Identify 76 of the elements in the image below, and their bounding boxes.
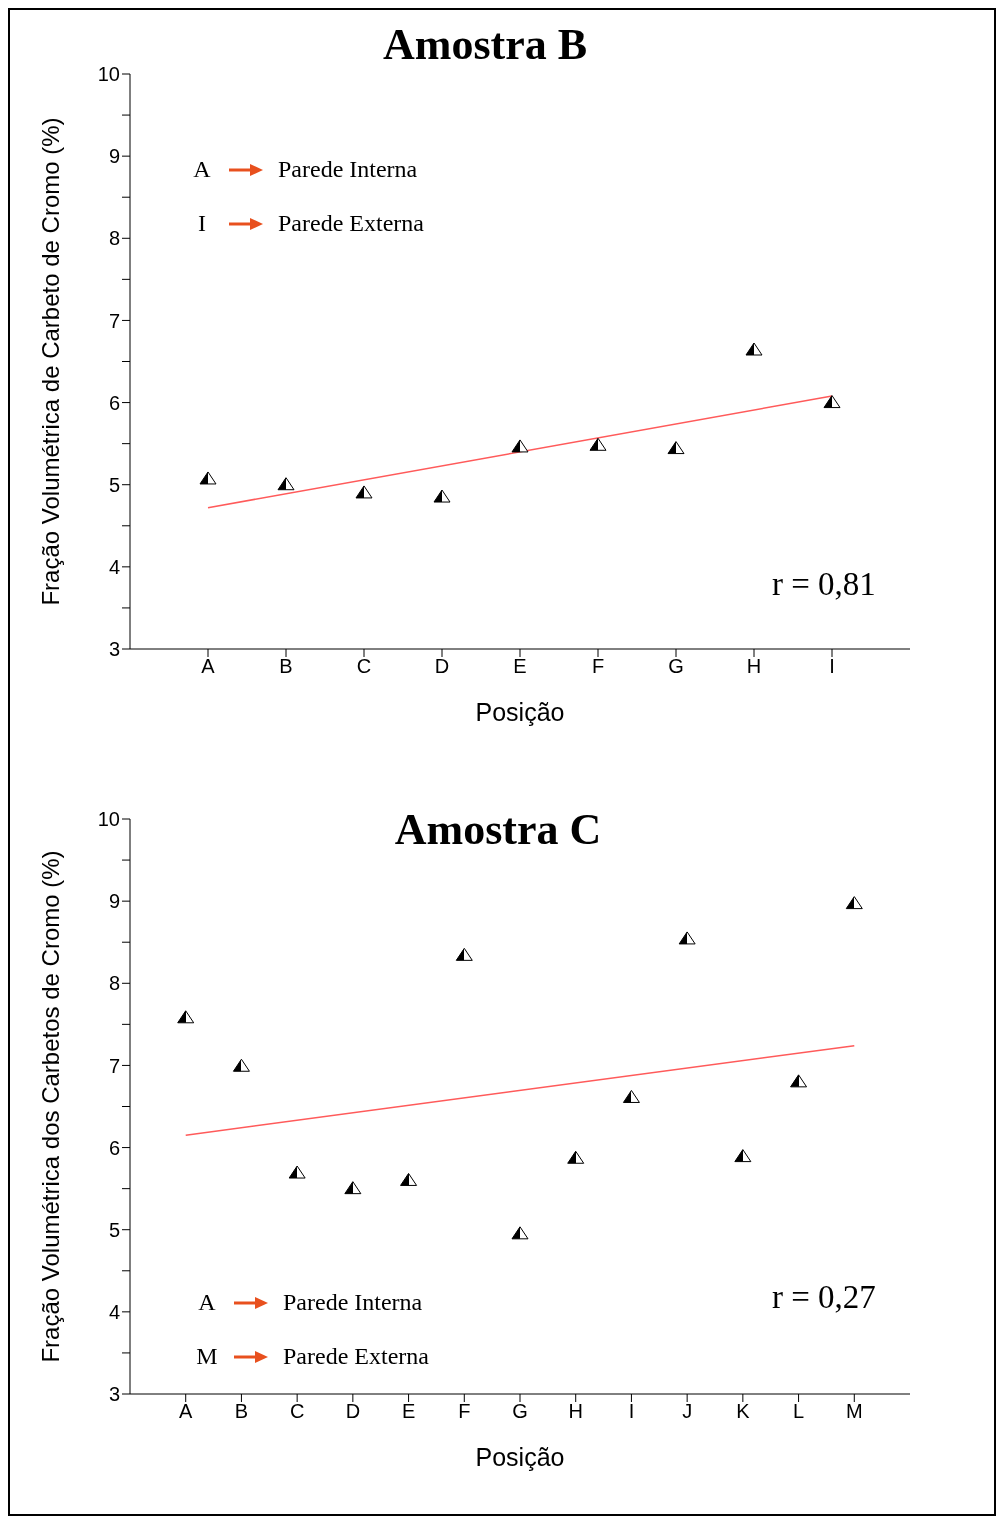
x-tick-label: M bbox=[845, 1400, 863, 1423]
x-tick-label: E bbox=[401, 1400, 416, 1423]
x-tick-label: C bbox=[289, 1400, 305, 1423]
annotation: A bbox=[192, 156, 212, 183]
x-tick-label: C bbox=[356, 655, 372, 678]
x-tick-label: H bbox=[746, 655, 762, 678]
x-tick-label: B bbox=[279, 655, 293, 678]
point bbox=[288, 1165, 306, 1179]
point bbox=[177, 1010, 195, 1024]
point bbox=[511, 439, 529, 453]
x-tick-label: D bbox=[345, 1400, 361, 1423]
chart-title: Amostra C bbox=[394, 803, 602, 855]
y-axis-title: Fração Volumétrica de Carbeto de Cromo (%) bbox=[36, 117, 64, 606]
x-axis-title: Posição bbox=[475, 1443, 565, 1471]
point bbox=[622, 1089, 640, 1103]
y-tick-label: 5 bbox=[108, 1218, 120, 1241]
chart-title: Amostra B bbox=[382, 18, 588, 70]
x-tick-label: D bbox=[434, 655, 450, 678]
y-tick-label: 8 bbox=[108, 972, 120, 995]
point bbox=[511, 1226, 529, 1240]
annotation: Parede Externa bbox=[283, 1343, 429, 1370]
x-tick-label: L bbox=[793, 1400, 805, 1423]
x-tick-label: G bbox=[512, 1400, 528, 1423]
point bbox=[355, 485, 373, 499]
annotation: Parede Externa bbox=[278, 210, 424, 237]
x-tick-label: A bbox=[179, 1400, 194, 1423]
x-tick-label: H bbox=[568, 1400, 583, 1423]
y-tick-label: 7 bbox=[108, 309, 120, 332]
x-tick-label: F bbox=[591, 655, 605, 678]
point bbox=[232, 1058, 250, 1072]
x-tick-label: I bbox=[829, 655, 835, 678]
y-tick-label: 3 bbox=[108, 1383, 120, 1406]
annotation: I bbox=[197, 210, 207, 237]
point bbox=[667, 441, 685, 455]
y-tick-label: 6 bbox=[108, 391, 120, 414]
point bbox=[400, 1172, 418, 1186]
y-tick-label: 10 bbox=[97, 808, 120, 831]
point bbox=[199, 471, 217, 485]
y-tick-label: 7 bbox=[108, 1054, 120, 1077]
y-tick-label: 9 bbox=[108, 145, 120, 168]
annotation: r = 0,27 bbox=[772, 1279, 876, 1316]
point bbox=[845, 896, 863, 910]
point bbox=[790, 1074, 808, 1088]
x-tick-label: J bbox=[682, 1400, 693, 1423]
annotation: r = 0,81 bbox=[772, 566, 876, 603]
point bbox=[589, 437, 607, 451]
y-tick-label: 6 bbox=[108, 1136, 120, 1159]
point bbox=[433, 489, 451, 503]
x-tick-label: G bbox=[668, 655, 684, 678]
annotation: Parede Interna bbox=[283, 1289, 423, 1316]
annotation: M bbox=[195, 1343, 219, 1370]
y-tick-label: 4 bbox=[108, 1300, 120, 1323]
y-tick-label: 9 bbox=[108, 890, 120, 913]
y-tick-label: 3 bbox=[108, 638, 120, 661]
x-tick-label: A bbox=[201, 655, 216, 678]
point bbox=[455, 947, 473, 961]
x-tick-label: F bbox=[458, 1400, 471, 1423]
annotation: Parede Interna bbox=[278, 156, 418, 183]
point bbox=[745, 342, 763, 356]
y-tick-label: 5 bbox=[108, 473, 120, 496]
x-tick-label: E bbox=[513, 655, 527, 678]
x-axis-title: Posição bbox=[475, 698, 565, 726]
annotation: A bbox=[197, 1289, 217, 1316]
y-tick-label: 8 bbox=[108, 227, 120, 250]
y-tick-label: 10 bbox=[97, 63, 120, 86]
x-tick-label: B bbox=[234, 1400, 249, 1423]
point bbox=[277, 477, 295, 491]
point bbox=[823, 395, 841, 409]
point bbox=[567, 1150, 585, 1164]
point bbox=[678, 931, 696, 945]
y-axis-title: Fração Volumétrica dos Carbetos de Cromo (%) bbox=[36, 850, 64, 1363]
x-tick-label: K bbox=[736, 1400, 751, 1423]
point bbox=[734, 1149, 752, 1163]
x-tick-label: I bbox=[628, 1400, 635, 1423]
y-tick-label: 4 bbox=[108, 555, 120, 578]
point bbox=[344, 1181, 362, 1195]
